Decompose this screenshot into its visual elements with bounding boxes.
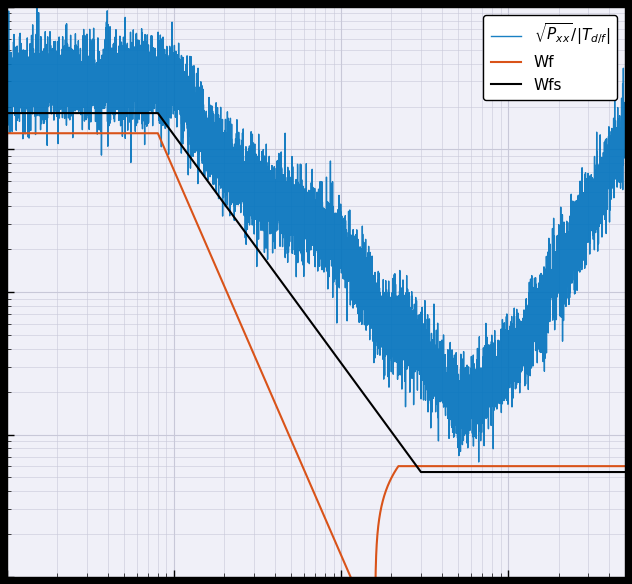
$\sqrt{P_{xx}}/|T_{d/f}|$	[621, 117, 629, 124]
Wfs	[34, 110, 42, 117]
$\sqrt{P_{xx}}/|T_{d/f}|$	[3, 82, 11, 89]
$\sqrt{P_{xx}}/|T_{d/f}|$	[34, 78, 42, 85]
Line: Wf: Wf	[7, 133, 625, 584]
$\sqrt{P_{xx}}/|T_{d/f}|$	[475, 458, 482, 465]
Wfs	[417, 468, 425, 475]
Wfs	[396, 440, 403, 447]
Wf	[227, 297, 234, 304]
Legend: $\sqrt{P_{xx}}/|T_{d/f}|$, Wf, Wfs: $\sqrt{P_{xx}}/|T_{d/f}|$, Wf, Wfs	[483, 15, 617, 100]
Wfs	[461, 468, 469, 475]
$\sqrt{P_{xx}}/|T_{d/f}|$	[494, 350, 502, 357]
$\sqrt{P_{xx}}/|T_{d/f}|$	[461, 403, 469, 410]
$\sqrt{P_{xx}}/|T_{d/f}|$	[396, 331, 403, 338]
Wf	[621, 463, 629, 470]
Wf	[461, 463, 469, 470]
Wfs	[369, 403, 377, 410]
Wf	[3, 130, 11, 137]
Wf	[396, 463, 403, 470]
Line: Wfs: Wfs	[7, 113, 625, 472]
Line: $\sqrt{P_{xx}}/|T_{d/f}|$: $\sqrt{P_{xx}}/|T_{d/f}|$	[7, 0, 625, 462]
Wfs	[494, 468, 502, 475]
Wf	[494, 463, 502, 470]
Wfs	[3, 110, 11, 117]
Wfs	[621, 468, 629, 475]
Wf	[34, 130, 42, 137]
$\sqrt{P_{xx}}/|T_{d/f}|$	[227, 154, 234, 161]
$\sqrt{P_{xx}}/|T_{d/f}|$	[369, 314, 377, 321]
Wfs	[227, 209, 234, 216]
